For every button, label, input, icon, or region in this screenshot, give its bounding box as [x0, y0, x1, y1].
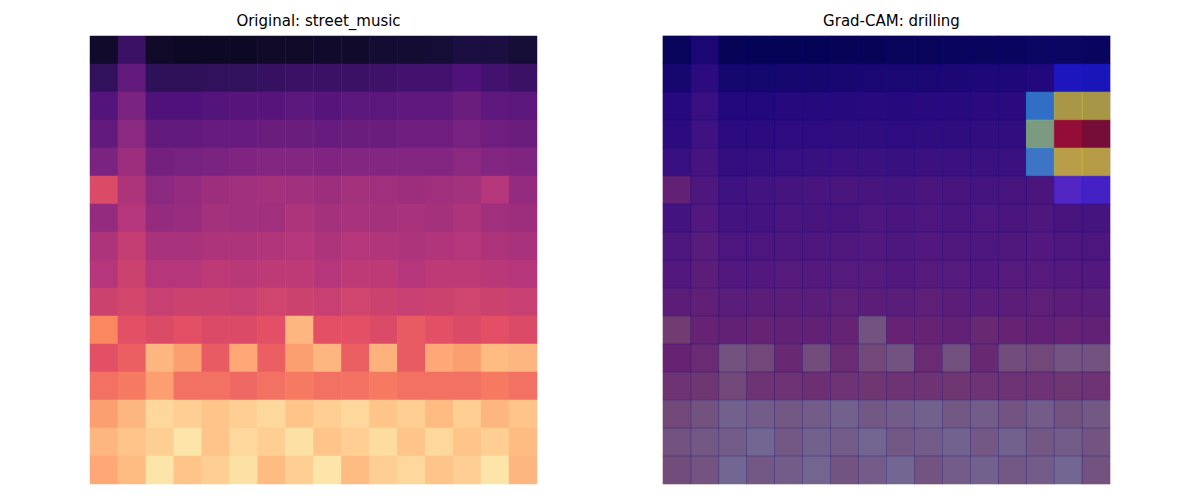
- svg-text:Original: street_music: Original: street_music: [236, 12, 400, 31]
- svg-text:Grad-CAM: drilling: Grad-CAM: drilling: [823, 12, 960, 30]
